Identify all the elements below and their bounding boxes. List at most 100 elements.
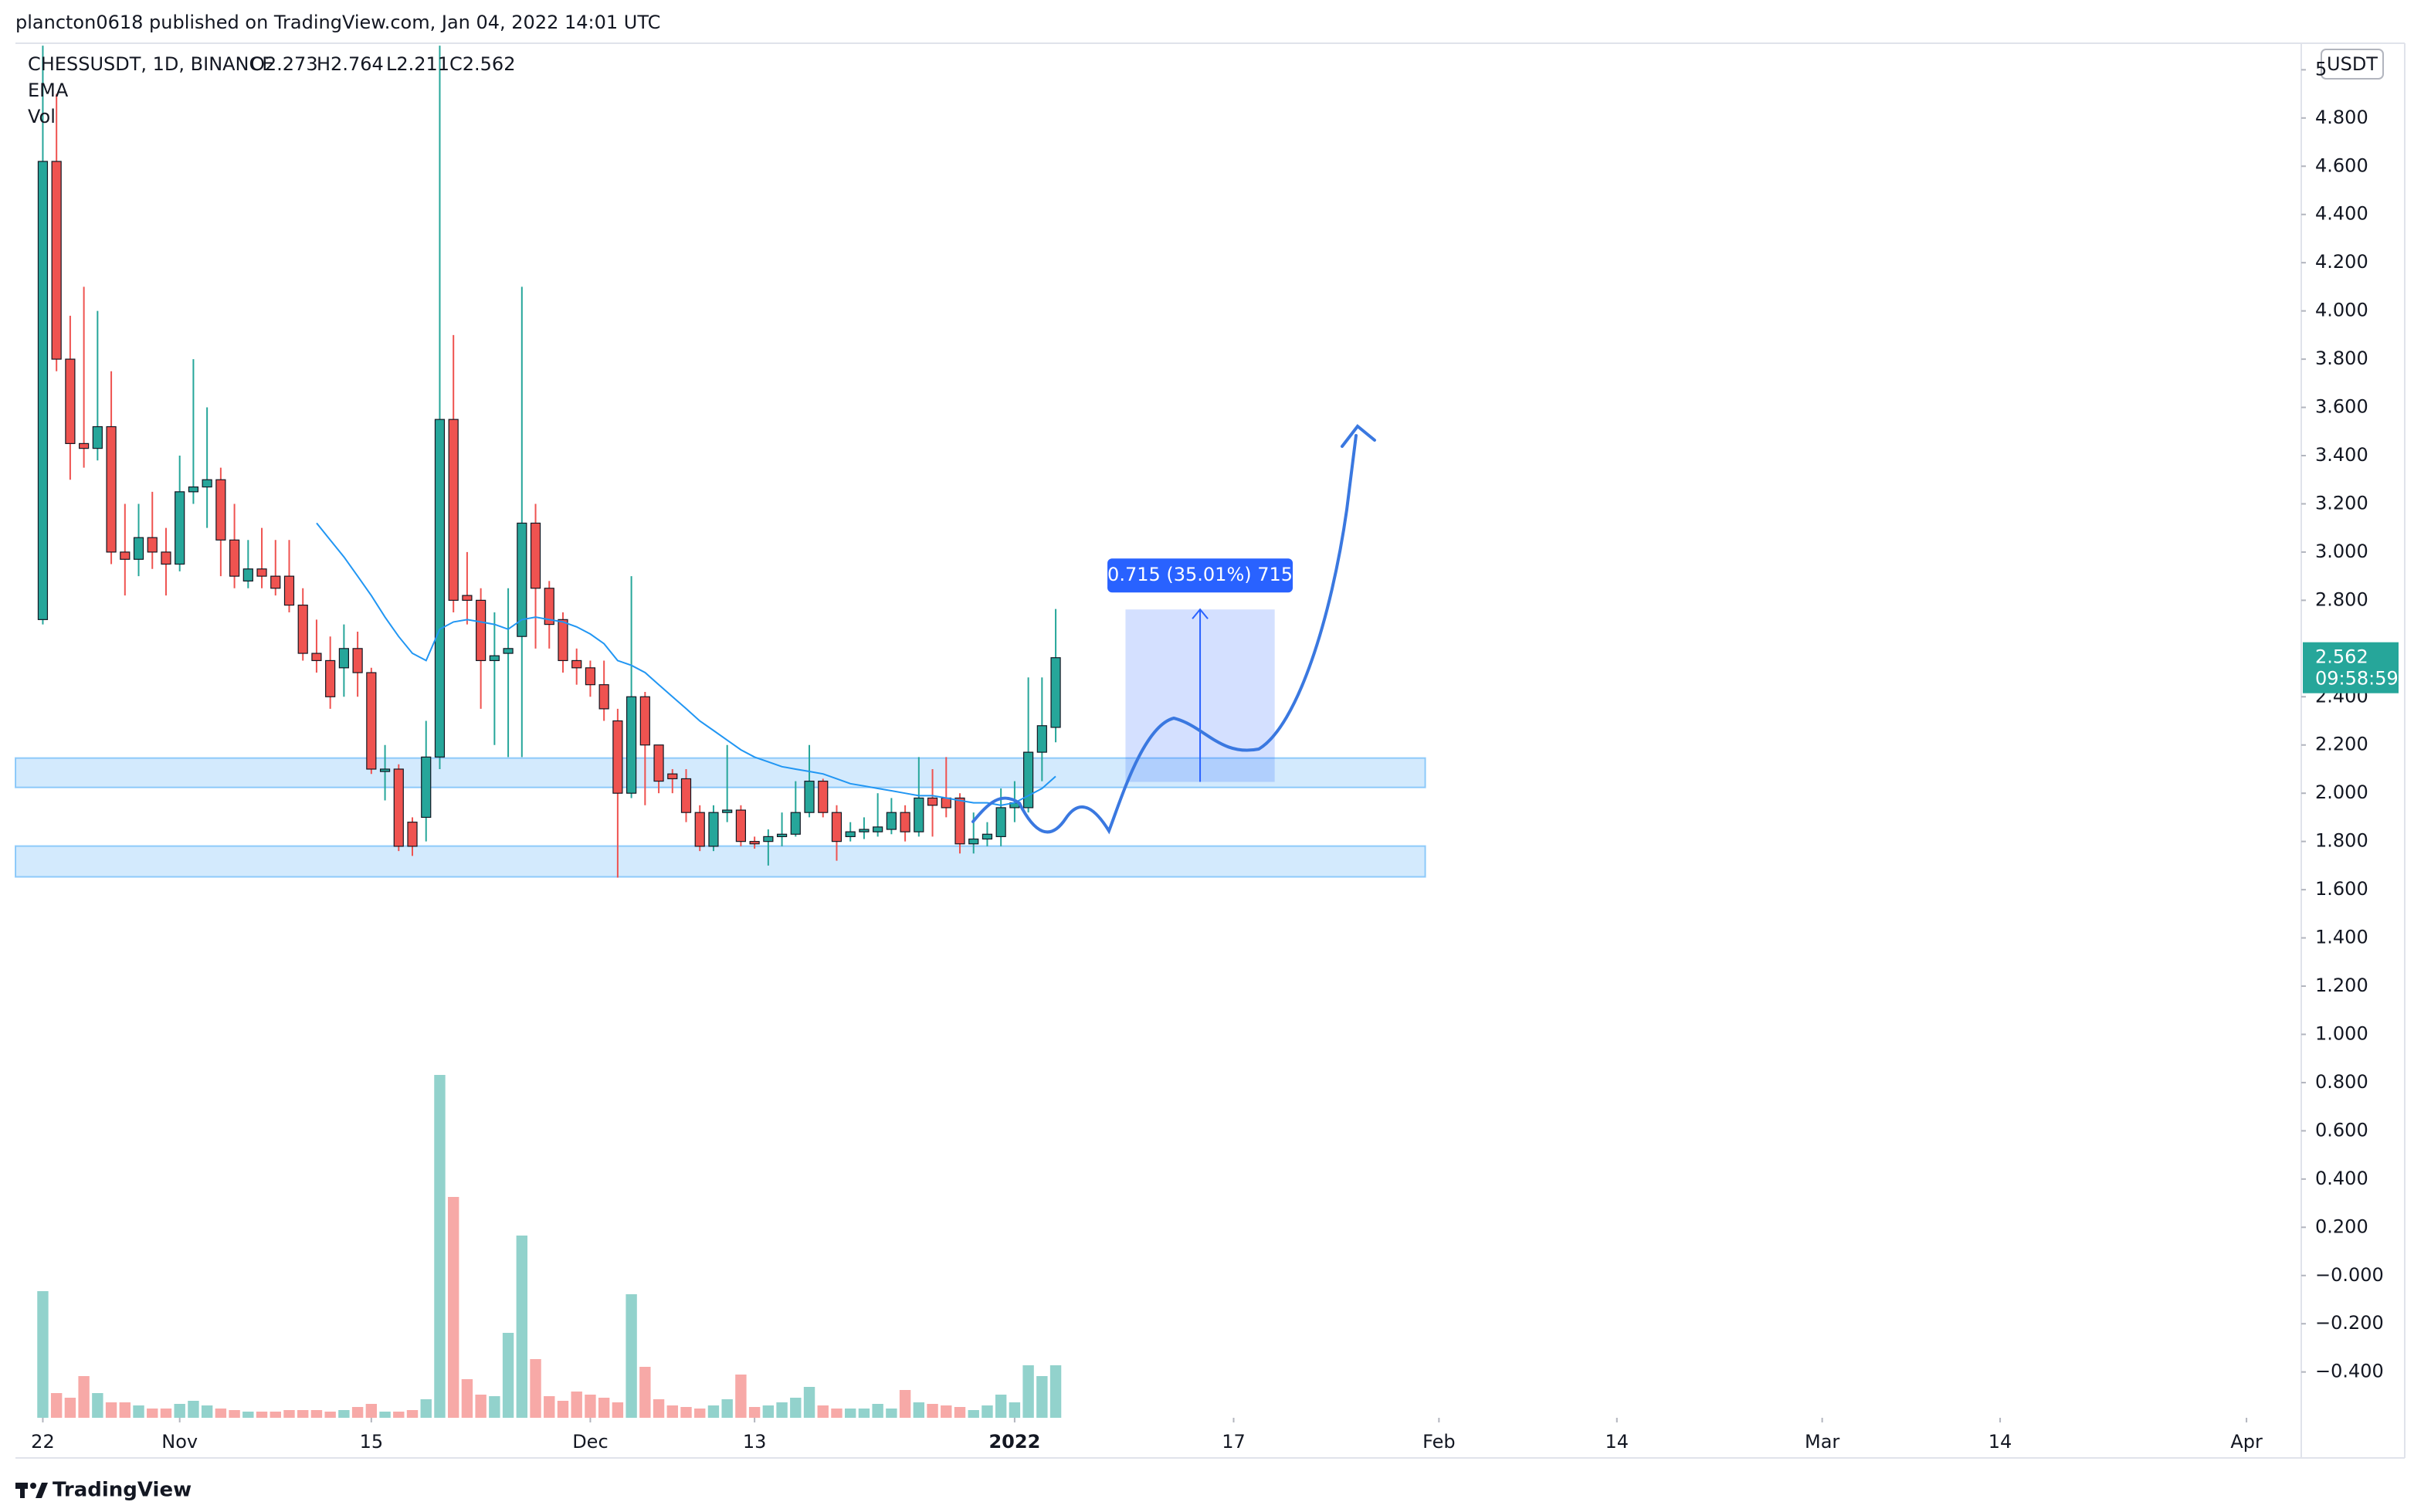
candle-body xyxy=(653,744,664,782)
candle-body xyxy=(283,575,295,606)
x-tick-label: 13 xyxy=(743,1431,767,1453)
volume-bar xyxy=(461,1379,473,1418)
volume-bar xyxy=(119,1402,131,1418)
candle-body xyxy=(1023,751,1034,809)
y-tick-label: −0.200 xyxy=(2315,1312,2384,1334)
volume-bar xyxy=(858,1409,870,1418)
volume-bar xyxy=(680,1407,692,1418)
volume-bar xyxy=(324,1412,336,1418)
volume-bar xyxy=(995,1395,1007,1418)
candle-body xyxy=(147,537,158,553)
candle-body xyxy=(338,648,349,669)
volume-bar xyxy=(982,1405,993,1418)
x-tick-label: 17 xyxy=(1222,1431,1246,1453)
candle-body xyxy=(558,619,568,662)
candle-body xyxy=(51,161,62,360)
candle-body xyxy=(202,479,212,488)
y-tick-label: 2.200 xyxy=(2315,734,2368,755)
y-tick-label: 3.600 xyxy=(2315,396,2368,418)
candle-body xyxy=(393,768,404,847)
candle-body xyxy=(831,812,843,842)
candle-body xyxy=(503,648,514,654)
candle-body xyxy=(92,425,103,449)
plot-area: 0.715 (35.01%) 715 xyxy=(15,46,1426,1418)
candle-body xyxy=(256,568,267,577)
candle-body xyxy=(65,358,76,444)
candle-body xyxy=(763,836,774,842)
candle-body xyxy=(571,659,582,669)
candle-body xyxy=(175,491,185,565)
y-tick-label: 5 xyxy=(2315,58,2327,80)
candle-body xyxy=(161,551,171,565)
volume-bar xyxy=(899,1390,911,1418)
y-tick-label: 4.200 xyxy=(2315,251,2368,273)
volume-bar xyxy=(188,1401,199,1418)
candle-body xyxy=(585,667,596,686)
candle-body xyxy=(968,838,979,845)
volume-bar xyxy=(844,1409,856,1418)
volume-bar xyxy=(92,1393,103,1418)
volume-bar xyxy=(283,1410,295,1418)
volume-bar xyxy=(626,1294,637,1418)
measure-arrowhead xyxy=(1192,608,1209,619)
volume-bar xyxy=(37,1291,49,1418)
volume-bar xyxy=(707,1405,720,1418)
countdown: 09:58:59 xyxy=(2315,668,2399,690)
candle-body xyxy=(749,841,760,845)
volume-bar xyxy=(639,1367,651,1418)
volume-bar xyxy=(872,1404,883,1418)
x-tick-label: Apr xyxy=(2230,1431,2263,1453)
volume-bar xyxy=(174,1404,185,1418)
x-tick-label: 15 xyxy=(360,1431,384,1453)
volume-bar xyxy=(64,1398,76,1418)
candle-body xyxy=(818,780,829,813)
measure-label-bg xyxy=(1107,558,1293,593)
y-tick-label: 1.200 xyxy=(2315,975,2368,996)
volume-bar xyxy=(886,1409,897,1418)
y-tick-label: 1.800 xyxy=(2315,830,2368,852)
x-tick-label: Mar xyxy=(1805,1431,1839,1453)
publish-line: plancton0618 published on TradingView.co… xyxy=(15,12,660,33)
candle-body xyxy=(133,537,144,560)
last-price-tag xyxy=(2303,642,2399,693)
y-tick-label: 3.000 xyxy=(2315,541,2368,562)
volume-bar xyxy=(817,1405,829,1418)
indicator-ema: EMA xyxy=(28,80,69,101)
footer: TradingView xyxy=(53,1479,192,1502)
y-tick-label: 1.600 xyxy=(2315,878,2368,900)
indicator-vol: Vol xyxy=(28,106,56,127)
candle-body xyxy=(886,812,897,830)
volume-bar xyxy=(434,1075,446,1418)
candle-body xyxy=(995,807,1006,838)
candle-body xyxy=(215,479,226,541)
candle-body xyxy=(914,797,924,832)
y-tick-label: 3.800 xyxy=(2315,347,2368,369)
volume-bar xyxy=(242,1412,254,1418)
volume-bar xyxy=(105,1402,117,1418)
volume-bar xyxy=(475,1395,487,1418)
candle-body xyxy=(680,778,692,813)
candle-body xyxy=(694,812,705,847)
candle-body xyxy=(366,672,377,770)
candle-body xyxy=(667,773,678,780)
currency-box[interactable] xyxy=(2321,49,2384,80)
volume-bar xyxy=(270,1412,281,1418)
volume-bar xyxy=(310,1410,323,1418)
volume-bar xyxy=(598,1398,610,1418)
volume-bar xyxy=(78,1376,90,1418)
ema-line xyxy=(316,522,1056,806)
ohlc-low: L2.211 xyxy=(386,53,449,75)
y-tick-label: 4.800 xyxy=(2315,107,2368,128)
candle-body xyxy=(297,605,308,654)
volume-bar xyxy=(420,1399,432,1418)
volume-bar xyxy=(147,1409,158,1418)
candle-body xyxy=(1050,657,1061,728)
volume-bar xyxy=(50,1393,63,1418)
candle-body xyxy=(489,655,500,662)
candle-body xyxy=(804,780,815,813)
candle-body xyxy=(462,595,473,601)
candle-body xyxy=(1036,725,1047,753)
x-tick-label: 14 xyxy=(1988,1431,2012,1453)
y-tick-label: 2.800 xyxy=(2315,588,2368,610)
